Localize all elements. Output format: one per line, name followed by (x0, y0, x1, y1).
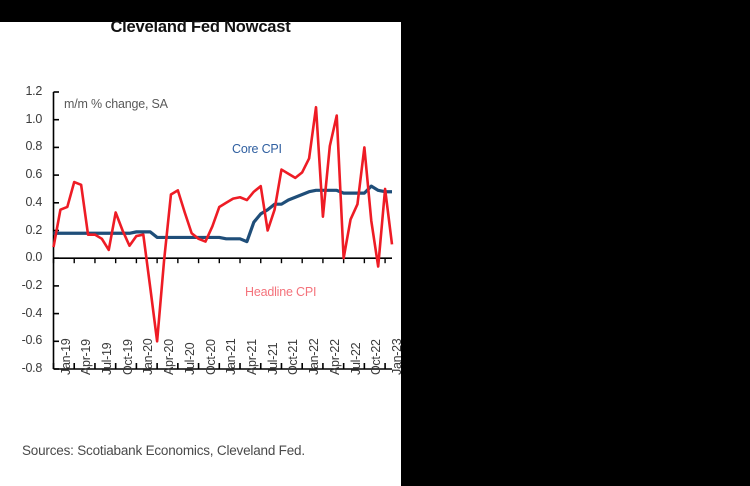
series-line-core-cpi (53, 184, 392, 244)
plot-area: 1.2 1.0 0.8 0.6 0.4 0.2 0.0 -0.2 -0.4 -0.6 -0.8 Jan… (0, 0, 405, 420)
y-tick-label: -0.4 (21, 305, 43, 320)
x-tick-label: Oct-22 (369, 339, 384, 375)
y-tick-label: -0.2 (21, 277, 43, 292)
x-tick-label: Apr-19 (79, 339, 94, 375)
x-tick-label: Jan-21 (224, 338, 239, 375)
y-tick-label: 1.0 (25, 111, 43, 126)
page-title: Cleveland Fed Nowcast (110, 18, 291, 36)
y-tick-label: 0.0 (25, 250, 43, 265)
x-tick-label: Jan-22 (307, 338, 322, 375)
x-tick-label: Jan-19 (58, 338, 73, 375)
y-tick-label: 0.4 (25, 194, 43, 209)
x-tick-label: Jul-20 (182, 342, 197, 375)
x-tick-label: Oct-21 (286, 339, 301, 375)
x-tick-label: Oct-19 (120, 339, 135, 375)
x-tick-label: Jan-20 (141, 338, 156, 375)
y-tick-label: 1.2 (25, 84, 43, 98)
x-tick-label: Jul-21 (265, 342, 280, 375)
x-tick-label: Jul-19 (99, 342, 114, 375)
x-tick-label: Oct-20 (203, 339, 218, 375)
series-line-headline-cpi (52, 105, 394, 343)
x-tick-label: Apr-22 (327, 339, 342, 375)
sources-note: Sources: Scotiabank Economics, Cleveland… (22, 443, 305, 458)
x-tick-label: Apr-21 (245, 339, 260, 375)
chart-svg (52, 91, 394, 370)
y-tick-label: 0.6 (25, 167, 43, 182)
axis-subtitle: m/m % change, SA (64, 97, 168, 111)
y-tick-label: -0.6 (21, 333, 43, 348)
x-tick-label: Jul-22 (348, 342, 363, 375)
x-tick-label: Apr-20 (162, 339, 177, 375)
chart-panel (0, 22, 401, 486)
y-tick-label: -0.8 (21, 361, 43, 375)
y-tick-label: 0.8 (25, 139, 43, 154)
x-tick-label: Jan-23 (390, 338, 405, 375)
series-label-headline: Headline CPI (245, 285, 317, 299)
y-tick-label: 0.2 (25, 222, 43, 237)
series-label-core: Core CPI (232, 142, 282, 156)
